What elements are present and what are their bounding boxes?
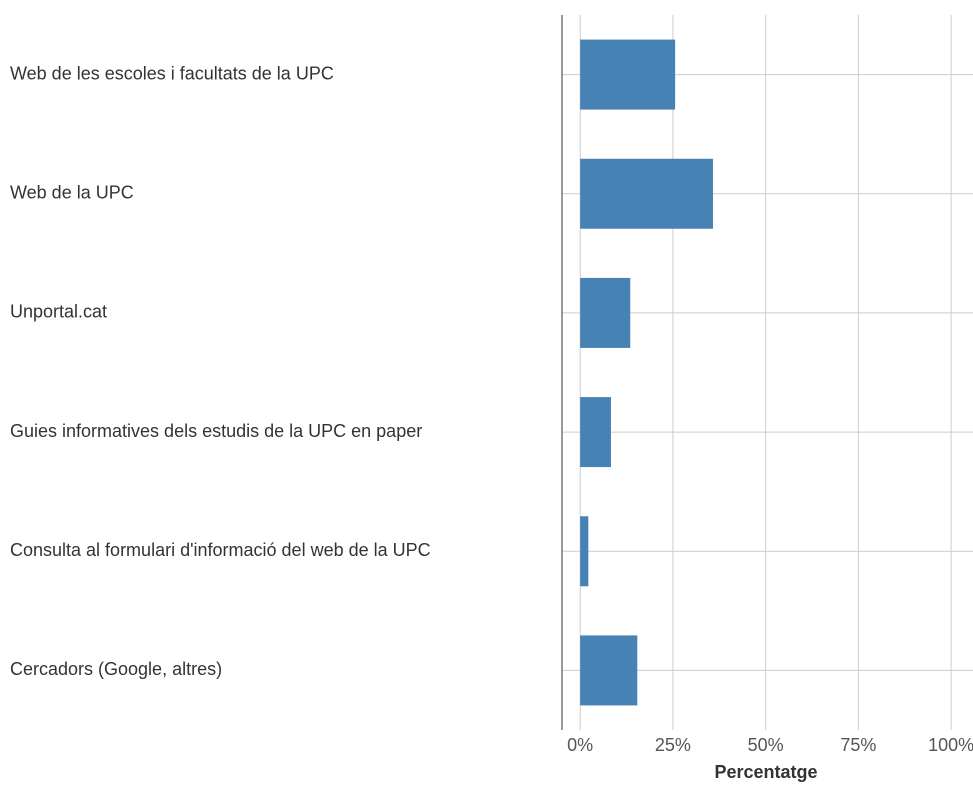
bar: [580, 158, 713, 229]
x-tick-label: 75%: [840, 735, 876, 755]
bar: [580, 635, 638, 706]
bar: [580, 39, 676, 110]
bar: [580, 516, 589, 587]
x-tick-label: 50%: [748, 735, 784, 755]
bar: [580, 397, 611, 468]
x-tick-label: 100%: [928, 735, 973, 755]
x-axis-label: Percentatge: [714, 762, 817, 782]
bar: [580, 277, 631, 348]
y-tick-label: Web de la UPC: [10, 183, 134, 203]
y-tick-label: Consulta al formulari d'informació del w…: [10, 540, 431, 560]
x-tick-label: 25%: [655, 735, 691, 755]
y-tick-label: Web de les escoles i facultats de la UPC: [10, 63, 334, 83]
y-tick-label: Cercadors (Google, altres): [10, 659, 222, 679]
x-tick-label: 0%: [567, 735, 593, 755]
y-tick-label: Guies informatives dels estudis de la UP…: [10, 421, 422, 441]
y-tick-label: Unportal.cat: [10, 302, 107, 322]
